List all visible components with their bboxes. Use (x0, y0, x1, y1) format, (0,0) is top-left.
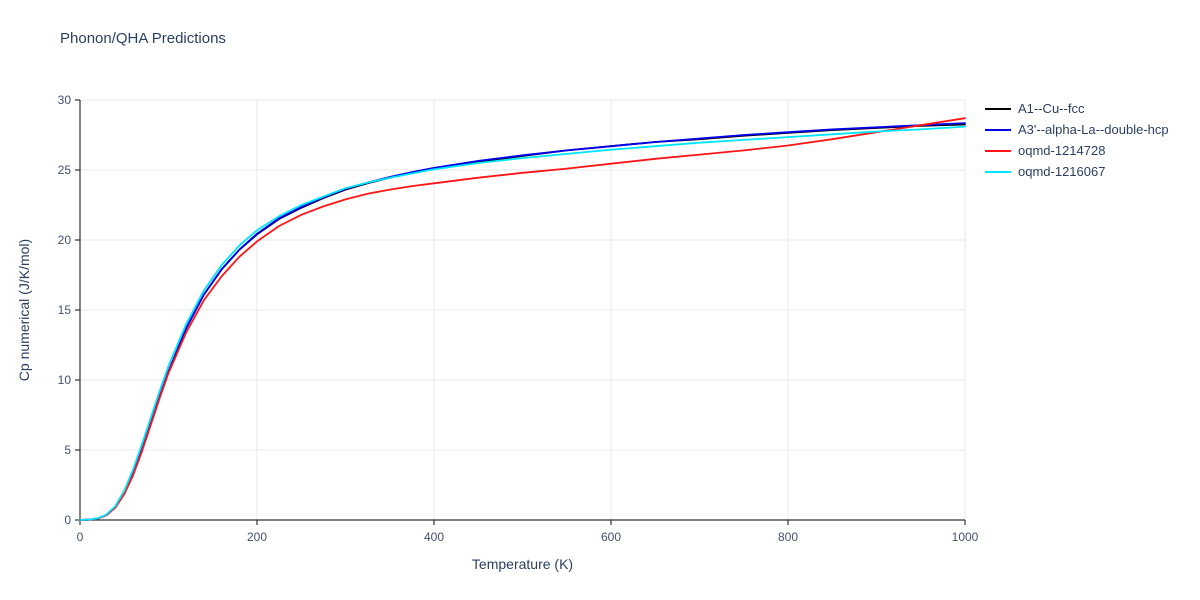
legend-swatch (985, 170, 1011, 173)
chart-title: Phonon/QHA Predictions (60, 30, 226, 47)
legend: A1--Cu--fcc A3'--alpha-La--double-hcp oqmd… (985, 98, 1169, 182)
svg-text:25: 25 (58, 163, 72, 177)
svg-text:20: 20 (58, 233, 72, 247)
svg-text:600: 600 (601, 530, 621, 544)
svg-text:0: 0 (64, 513, 71, 527)
svg-text:1000: 1000 (952, 530, 979, 544)
legend-label: A3'--alpha-La--double-hcp (1018, 122, 1169, 137)
svg-text:15: 15 (58, 303, 72, 317)
svg-text:30: 30 (58, 93, 72, 107)
x-axis-label: Temperature (K) (471, 556, 574, 572)
legend-item-1[interactable]: A3'--alpha-La--double-hcp (985, 119, 1169, 140)
legend-swatch (985, 107, 1011, 110)
svg-text:200: 200 (247, 530, 267, 544)
legend-item-0[interactable]: A1--Cu--fcc (985, 98, 1169, 119)
svg-text:0: 0 (77, 530, 84, 544)
legend-label: oqmd-1216067 (1018, 164, 1106, 179)
legend-swatch (985, 128, 1011, 131)
svg-text:10: 10 (58, 373, 72, 387)
legend-label: oqmd-1214728 (1018, 143, 1106, 158)
legend-swatch (985, 149, 1011, 152)
legend-item-2[interactable]: oqmd-1214728 (985, 140, 1169, 161)
svg-text:400: 400 (424, 530, 444, 544)
legend-item-3[interactable]: oqmd-1216067 (985, 161, 1169, 182)
svg-text:800: 800 (778, 530, 798, 544)
svg-text:5: 5 (64, 443, 71, 457)
legend-label: A1--Cu--fcc (1018, 101, 1085, 116)
